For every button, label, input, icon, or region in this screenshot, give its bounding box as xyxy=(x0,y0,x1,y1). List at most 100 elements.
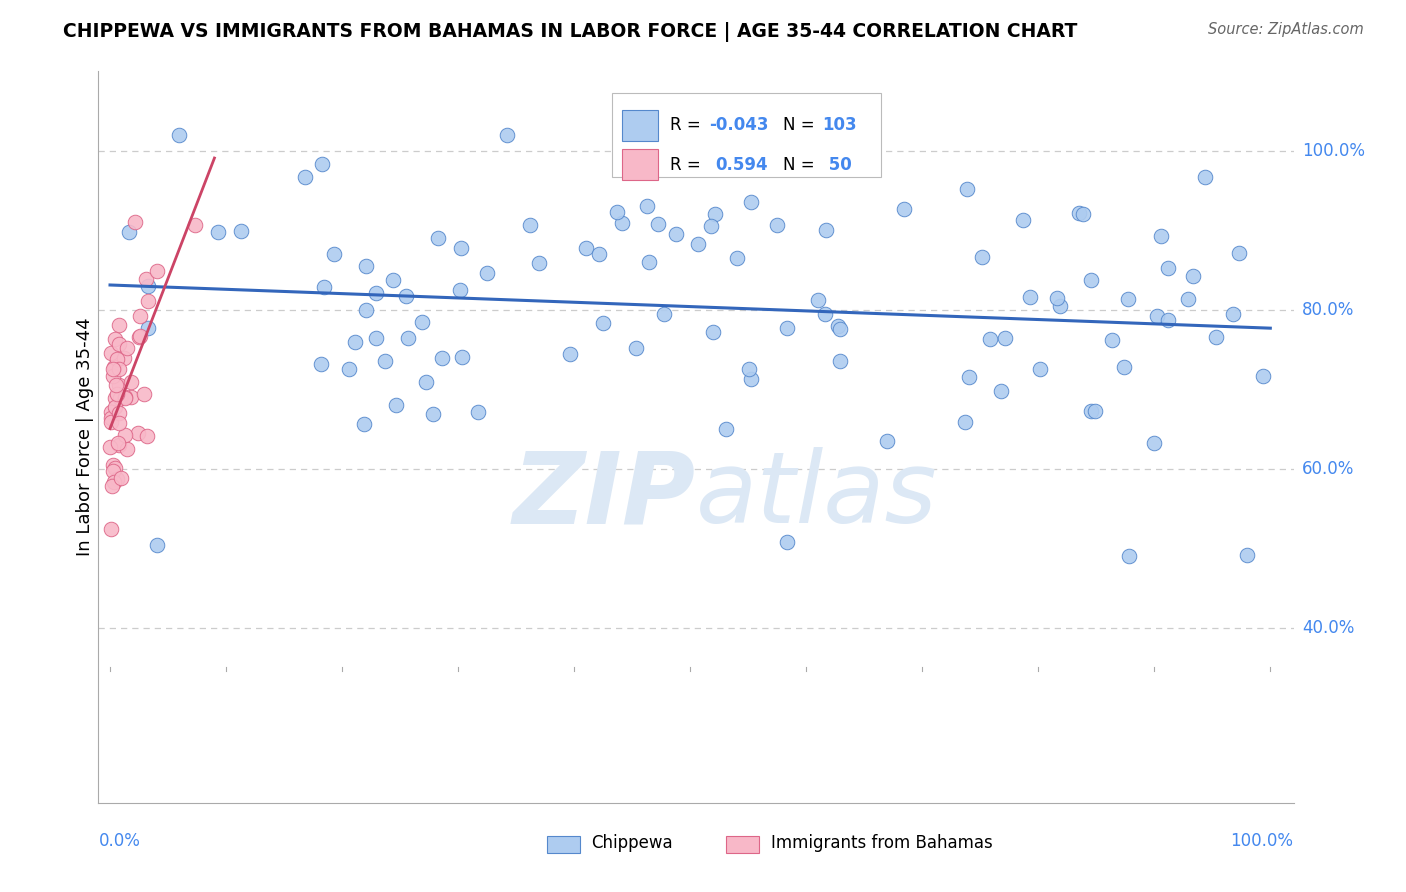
Point xyxy=(104,400,127,414)
Point xyxy=(776,534,799,549)
Point xyxy=(979,332,1001,346)
Point xyxy=(100,416,122,430)
Point xyxy=(496,128,519,142)
Point xyxy=(830,353,852,368)
Text: N =: N = xyxy=(783,116,820,135)
Point xyxy=(765,218,787,232)
Text: 100.0%: 100.0% xyxy=(1230,832,1294,850)
Point xyxy=(110,392,132,406)
Point xyxy=(990,384,1012,398)
Point xyxy=(467,405,489,419)
Text: Chippewa: Chippewa xyxy=(591,834,672,852)
Point xyxy=(957,369,980,384)
Point xyxy=(101,362,124,376)
Point xyxy=(105,378,128,392)
Point xyxy=(700,219,723,233)
Text: R =: R = xyxy=(669,116,706,135)
Point xyxy=(396,331,419,345)
Text: ZIP: ZIP xyxy=(513,447,696,544)
Text: R =: R = xyxy=(669,156,711,174)
Point xyxy=(956,182,979,196)
Point xyxy=(117,341,139,355)
Point xyxy=(702,325,724,339)
Point xyxy=(1157,261,1180,276)
Point xyxy=(105,472,128,486)
Point xyxy=(98,440,121,454)
Point xyxy=(1080,273,1102,287)
Point xyxy=(129,329,152,343)
Point xyxy=(1222,307,1244,321)
Point xyxy=(366,330,388,344)
Point xyxy=(814,307,837,321)
Point xyxy=(100,411,122,425)
Point xyxy=(626,341,648,355)
Point xyxy=(519,218,541,232)
Point xyxy=(381,273,404,287)
Point xyxy=(411,314,433,328)
Point xyxy=(103,359,125,374)
Point xyxy=(354,259,377,273)
Point xyxy=(105,386,128,401)
Point xyxy=(124,215,146,229)
FancyBboxPatch shape xyxy=(621,150,658,180)
FancyBboxPatch shape xyxy=(613,94,882,178)
Point xyxy=(207,225,229,239)
Point xyxy=(430,351,453,365)
Y-axis label: In Labor Force | Age 35-44: In Labor Force | Age 35-44 xyxy=(76,318,94,557)
Point xyxy=(714,422,737,436)
Point xyxy=(1253,369,1275,384)
Text: 50: 50 xyxy=(823,156,852,174)
Point xyxy=(108,438,131,452)
Point xyxy=(1194,169,1216,184)
Point xyxy=(314,279,336,293)
Point xyxy=(184,218,207,232)
Point xyxy=(527,256,550,270)
Point xyxy=(104,460,127,475)
Point xyxy=(101,458,124,473)
Point xyxy=(146,264,169,278)
Text: N =: N = xyxy=(783,156,820,174)
Point xyxy=(575,241,598,255)
Point xyxy=(101,369,124,384)
Point xyxy=(1049,299,1071,313)
Text: CHIPPEWA VS IMMIGRANTS FROM BAHAMAS IN LABOR FORCE | AGE 35-44 CORRELATION CHART: CHIPPEWA VS IMMIGRANTS FROM BAHAMAS IN L… xyxy=(63,22,1077,42)
Text: 100.0%: 100.0% xyxy=(1302,142,1365,160)
Point xyxy=(1067,206,1090,220)
Point xyxy=(776,321,799,335)
Point xyxy=(1143,435,1166,450)
Text: 80.0%: 80.0% xyxy=(1302,301,1354,318)
Point xyxy=(738,361,761,376)
Point xyxy=(127,425,149,440)
Point xyxy=(108,417,131,431)
Point xyxy=(136,321,159,335)
Point xyxy=(654,307,676,321)
Text: atlas: atlas xyxy=(696,447,938,544)
Point xyxy=(103,475,125,489)
Point xyxy=(427,231,450,245)
Point xyxy=(1046,291,1069,305)
Point xyxy=(610,216,633,230)
Text: 103: 103 xyxy=(823,116,858,135)
Point xyxy=(828,322,851,336)
Text: -0.043: -0.043 xyxy=(709,116,769,135)
Point xyxy=(1156,313,1178,327)
Text: 40.0%: 40.0% xyxy=(1302,619,1354,637)
Point xyxy=(107,362,129,376)
Point xyxy=(323,247,346,261)
Point xyxy=(105,352,128,367)
Text: Immigrants from Bahamas: Immigrants from Bahamas xyxy=(772,834,993,852)
Point xyxy=(364,285,387,300)
Point xyxy=(725,251,748,265)
Point xyxy=(876,434,898,449)
Point xyxy=(395,289,418,303)
Point xyxy=(450,241,472,255)
Point xyxy=(1146,309,1168,323)
Point xyxy=(114,428,136,442)
Point xyxy=(353,417,375,432)
Point xyxy=(135,429,157,443)
Point xyxy=(136,279,159,293)
Point xyxy=(893,202,915,216)
Point xyxy=(128,329,150,343)
Point xyxy=(136,294,159,309)
Point xyxy=(1112,359,1135,374)
